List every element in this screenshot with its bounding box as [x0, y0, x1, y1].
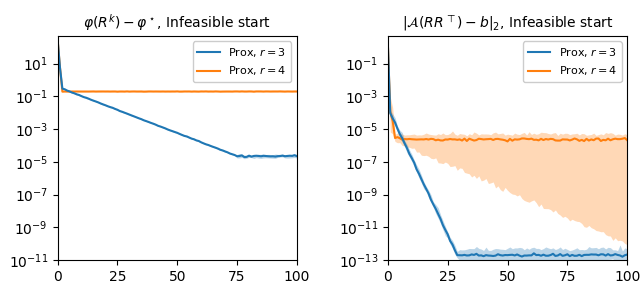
Title: $\varphi(R^k) - \varphi^\star$, Infeasible start: $\varphi(R^k) - \varphi^\star$, Infeasib…	[83, 12, 271, 33]
Legend: Prox, $r = 3$, Prox, $r = 4$: Prox, $r = 3$, Prox, $r = 4$	[193, 42, 291, 82]
Legend: Prox, $r = 3$, Prox, $r = 4$: Prox, $r = 3$, Prox, $r = 4$	[524, 42, 621, 82]
Title: $|\mathcal{A}(RR^\top) - b|_2$, Infeasible start: $|\mathcal{A}(RR^\top) - b|_2$, Infeasib…	[402, 13, 613, 33]
